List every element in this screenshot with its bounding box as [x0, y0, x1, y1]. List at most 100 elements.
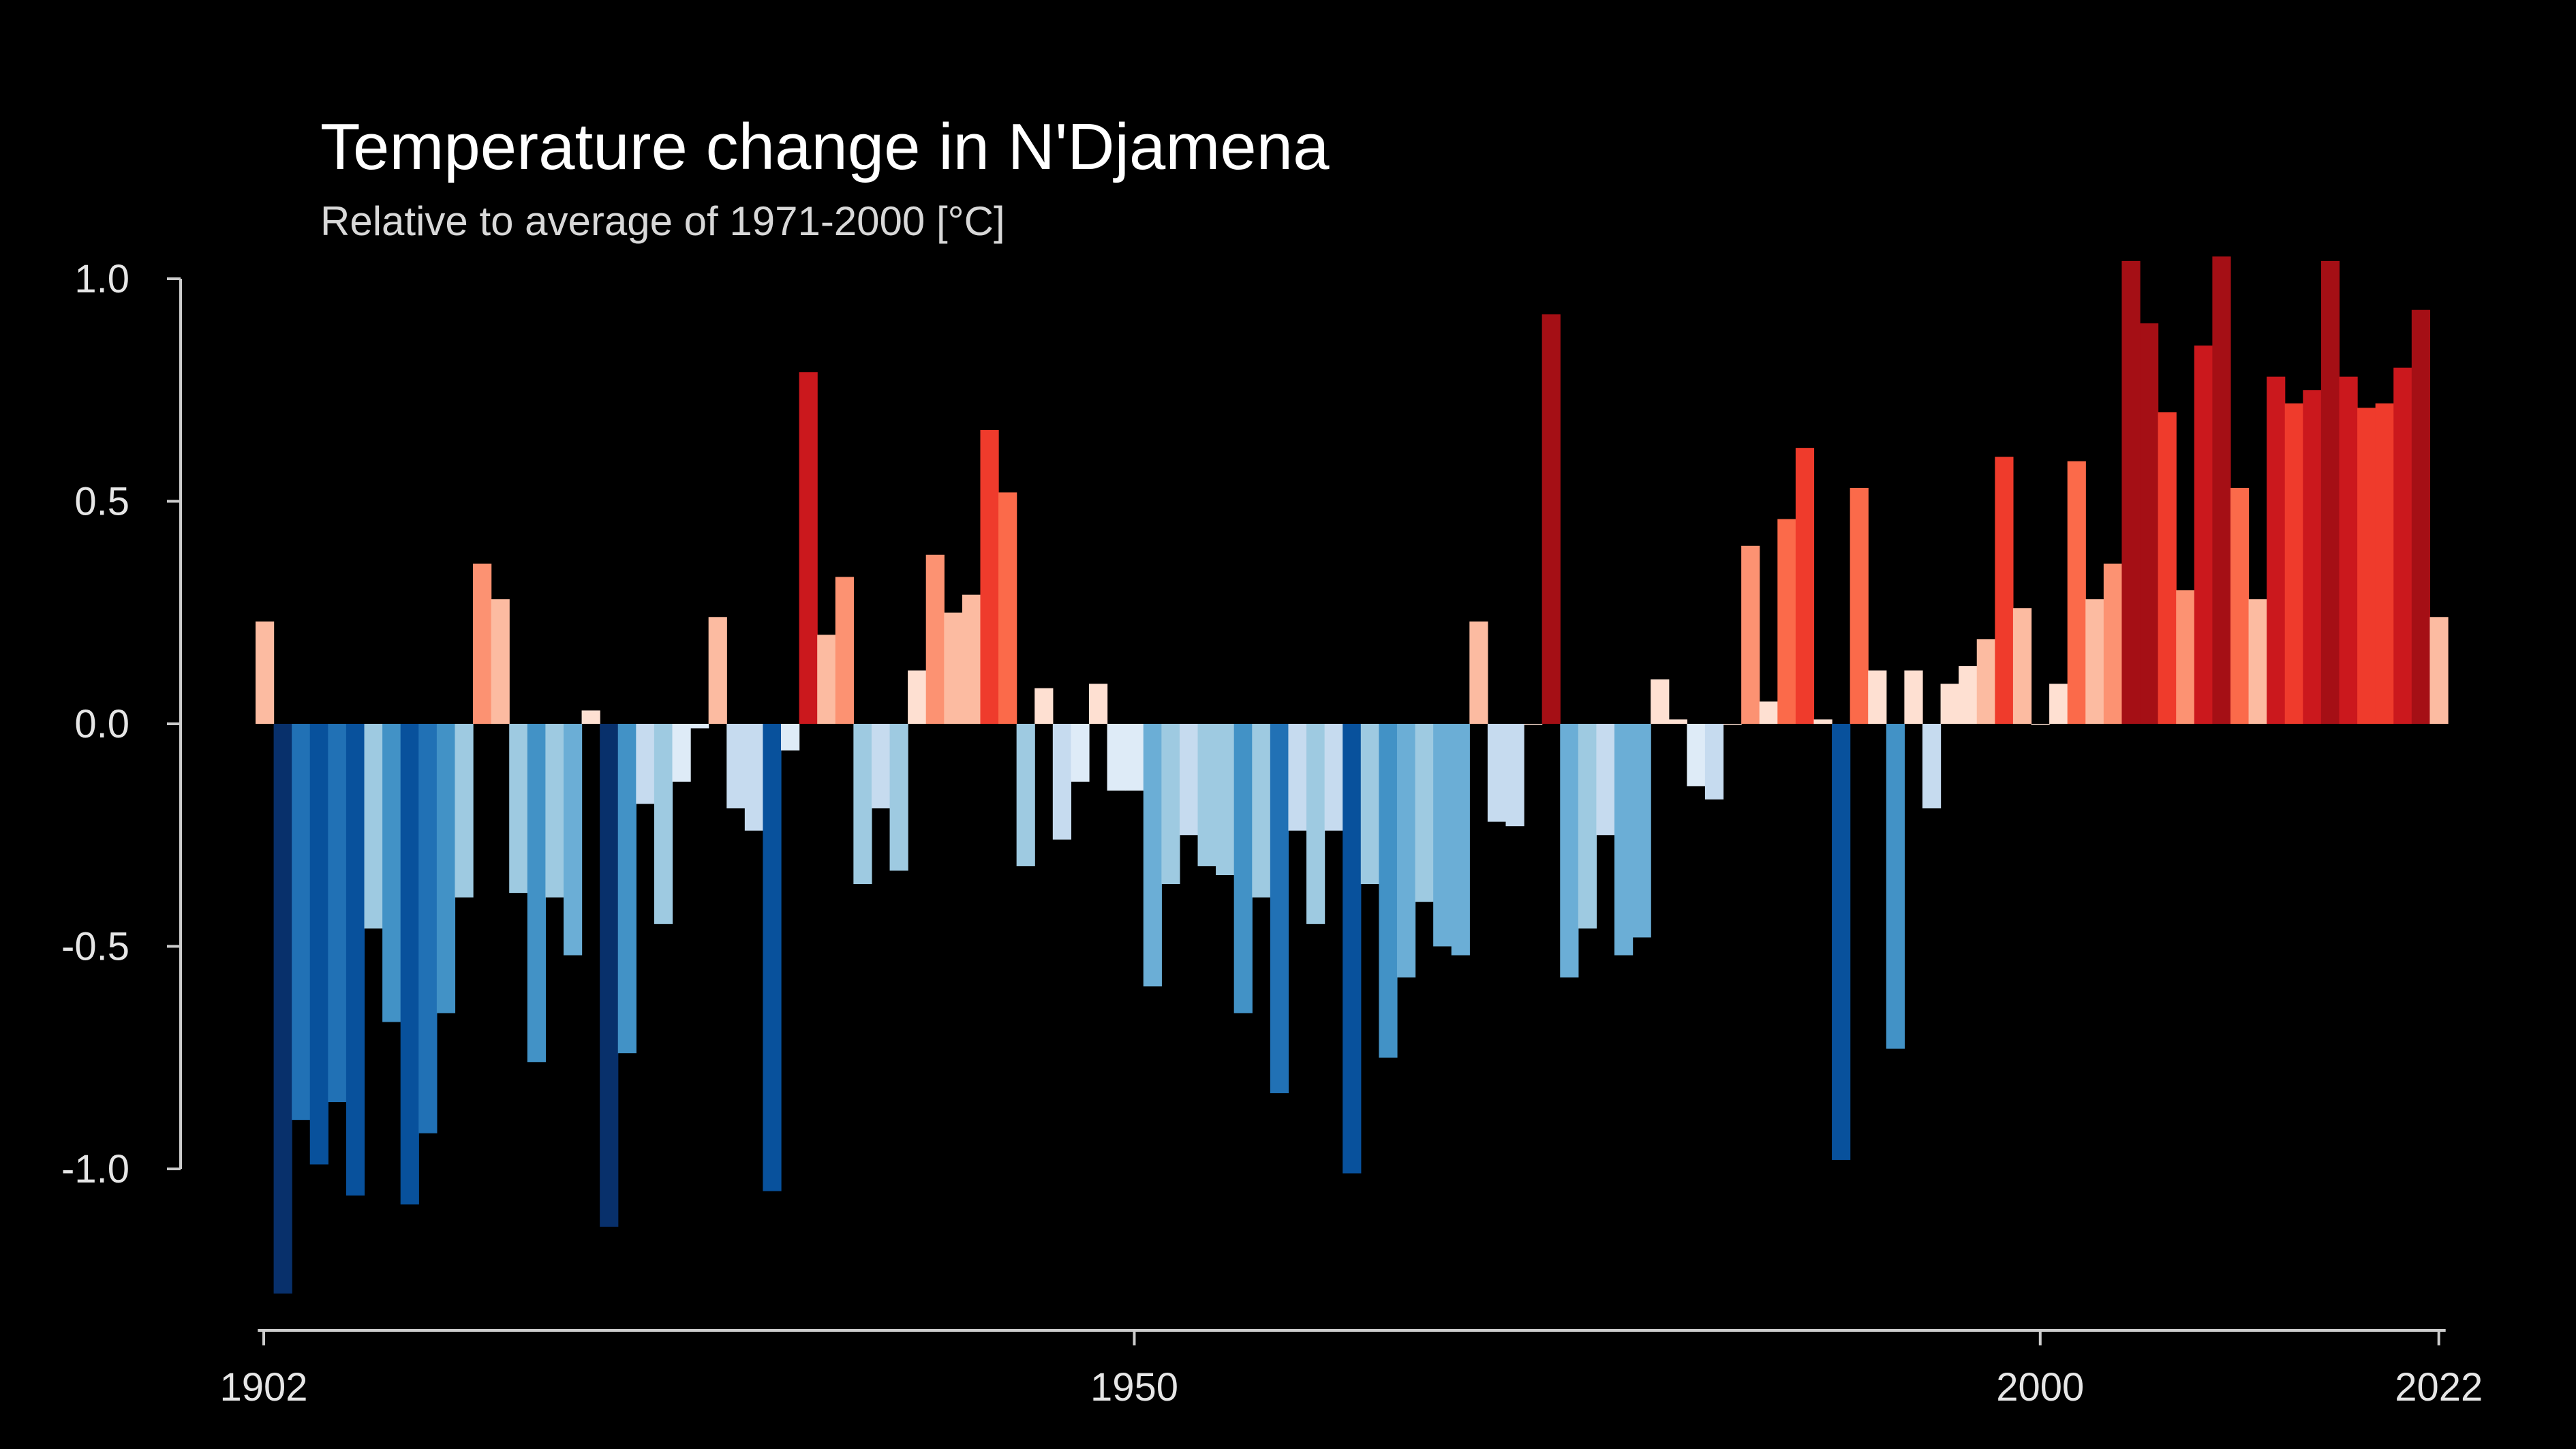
bar-1938 [908, 670, 927, 724]
bar-1988 [1813, 719, 1833, 724]
bar-2001 [2049, 684, 2068, 724]
bar-1948 [1088, 684, 1108, 724]
bar-2006 [2140, 323, 2159, 724]
bar-1952 [1161, 724, 1180, 885]
bar-1907 [346, 724, 365, 1196]
bar-1944 [1016, 724, 1035, 866]
bar-1976 [1596, 724, 1615, 836]
axes-group: 1.0 0.5 0.0 -0.5 -1.0 1902 1950 2000 2022 [61, 257, 2483, 1409]
bar-1919 [563, 724, 583, 956]
bar-1953 [1179, 724, 1199, 836]
bar-1972 [1524, 724, 1543, 725]
bar-1974 [1560, 724, 1579, 978]
bar-1956 [1233, 724, 1253, 1013]
bar-2008 [2176, 590, 2195, 724]
bar-2003 [2085, 599, 2104, 724]
bar-1969 [1469, 621, 1488, 724]
bar-1984 [1741, 545, 1760, 724]
bar-1982 [1704, 724, 1724, 800]
bar-2009 [2194, 345, 2213, 724]
bar-1993 [1904, 670, 1923, 724]
bar-2019 [2375, 403, 2394, 724]
bar-1934 [835, 577, 854, 724]
bar-1975 [1578, 724, 1597, 929]
bar-2005 [2121, 260, 2141, 724]
bar-1995 [1940, 684, 1959, 724]
bar-1928 [726, 724, 746, 809]
bar-1917 [527, 724, 546, 1063]
bar-1914 [473, 563, 492, 724]
x-tick-label: 1950 [1090, 1365, 1178, 1409]
x-tick-label: 1902 [219, 1365, 307, 1409]
bar-1923 [636, 724, 655, 804]
bar-1994 [1922, 724, 1942, 809]
bar-2013 [2267, 376, 2286, 724]
y-tick-label: 1.0 [74, 257, 129, 301]
bar-2021 [2411, 309, 2431, 724]
bar-2017 [2339, 376, 2358, 724]
bar-1987 [1795, 448, 1815, 724]
bar-1935 [853, 724, 872, 885]
bar-1981 [1687, 724, 1706, 787]
bar-1967 [1433, 724, 1452, 947]
bar-1945 [1034, 688, 1054, 724]
bar-1903 [273, 724, 292, 1294]
bar-1964 [1379, 724, 1398, 1058]
bar-1978 [1632, 724, 1651, 938]
bar-1963 [1360, 724, 1379, 885]
bar-1924 [654, 724, 673, 924]
bar-1911 [418, 724, 438, 1133]
bar-1961 [1324, 724, 1343, 831]
bar-1992 [1886, 724, 1905, 1049]
bar-1909 [382, 724, 401, 1022]
bar-1949 [1107, 724, 1126, 791]
bar-1931 [781, 724, 800, 751]
bar-1902 [256, 621, 275, 724]
bar-2010 [2212, 256, 2231, 724]
bar-1959 [1288, 724, 1307, 831]
bar-1943 [998, 492, 1017, 724]
bar-1922 [617, 724, 637, 1054]
bar-1979 [1651, 679, 1670, 724]
bar-1989 [1832, 724, 1851, 1160]
bar-1930 [763, 724, 782, 1191]
bar-1918 [545, 724, 564, 898]
bar-1936 [871, 724, 891, 809]
bar-1929 [744, 724, 764, 831]
bar-1947 [1071, 724, 1090, 782]
bar-1965 [1396, 724, 1416, 978]
bar-1916 [509, 724, 528, 894]
bar-1927 [708, 617, 727, 724]
bar-2016 [2320, 260, 2340, 724]
bar-1983 [1723, 724, 1742, 725]
bar-1910 [400, 724, 419, 1205]
bar-1937 [889, 724, 908, 871]
bar-1912 [436, 724, 456, 1013]
bar-1954 [1197, 724, 1216, 866]
chart-title: Temperature change in N'Djamena [320, 110, 1330, 183]
bar-1996 [1959, 666, 1978, 724]
bar-2020 [2393, 367, 2412, 724]
y-tick-label: 0.5 [74, 480, 129, 524]
y-tick-label: -1.0 [61, 1147, 129, 1191]
bar-1951 [1143, 724, 1162, 987]
bar-2014 [2284, 403, 2303, 724]
bar-2002 [2067, 461, 2086, 724]
bar-1977 [1614, 724, 1634, 956]
chart-subtitle: Relative to average of 1971-2000 [°C] [320, 198, 1005, 244]
bar-2011 [2230, 487, 2250, 724]
bar-1940 [944, 612, 963, 724]
bars-group [256, 256, 2449, 1294]
bar-1998 [1995, 457, 2014, 724]
bar-1913 [455, 724, 474, 898]
bar-2022 [2429, 617, 2449, 724]
bar-1906 [328, 724, 347, 1103]
bar-1942 [980, 430, 999, 724]
bar-1939 [925, 554, 945, 724]
y-tick-label: 0.0 [74, 702, 129, 746]
bar-1908 [364, 724, 383, 929]
bar-1999 [2012, 608, 2032, 724]
y-tick-label: -0.5 [61, 925, 129, 969]
